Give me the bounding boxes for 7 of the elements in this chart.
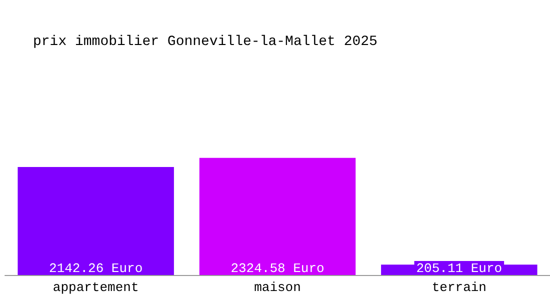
data-label: 205.11 Euro [416, 261, 502, 276]
x-tick-label: terrain [432, 280, 486, 295]
x-tick-label: appartement [52, 280, 139, 295]
data-label: 2142.26 Euro [49, 261, 143, 276]
data-label: 2324.58 Euro [230, 261, 324, 276]
x-tick-label: maison [254, 280, 301, 295]
chart-title: prix immobilier Gonneville-la-Mallet 2025 [33, 34, 378, 50]
